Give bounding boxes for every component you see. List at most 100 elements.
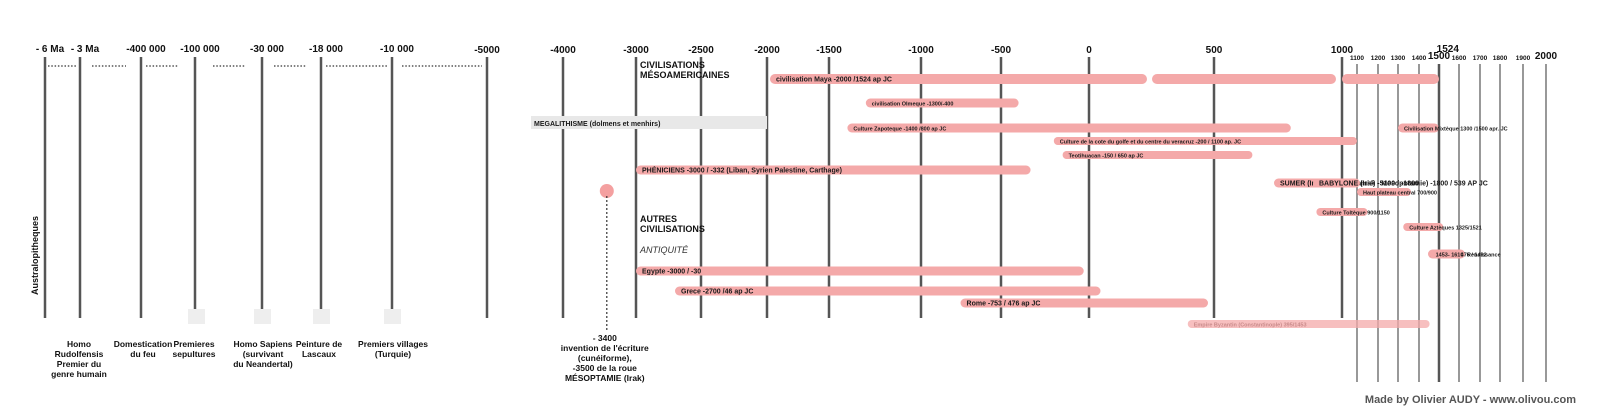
fine-tick-label: 1600 bbox=[1452, 55, 1467, 62]
year-tick-label: -3000 bbox=[623, 45, 649, 56]
prehistory-event-label: Homo bbox=[67, 339, 91, 349]
timeline-bar bbox=[636, 165, 1031, 175]
prehistory-event-label: Lascaux bbox=[302, 349, 336, 359]
timeline-bar bbox=[1053, 137, 1357, 145]
prehistory-event-label: Premier du bbox=[57, 359, 101, 369]
timeline-bar bbox=[770, 74, 1147, 84]
ecriture-label: -3500 de la roue bbox=[573, 363, 638, 373]
year-tick-label: -1500 bbox=[816, 45, 842, 56]
prehistory-tick-label: -400 000 bbox=[126, 44, 166, 55]
timeline-bar bbox=[1313, 178, 1360, 188]
timeline-bar-label: Empire Byzantin (Constantinople) 395/145… bbox=[1194, 323, 1307, 329]
timeline-bar-label: Rome -753 / 476 ap JC bbox=[967, 301, 1041, 308]
timeline-bar bbox=[1187, 320, 1430, 328]
fine-tick-label: 1400 bbox=[1412, 55, 1427, 62]
timeline-bar bbox=[1152, 74, 1336, 84]
event-marker-box bbox=[254, 309, 271, 324]
timeline-bar-label: Renaissance bbox=[1467, 253, 1501, 259]
prehistory-event-label: Rudolfensis bbox=[55, 349, 104, 359]
prehistory-event-label: Premiers villages bbox=[358, 339, 428, 349]
timeline-bar-label: Culture Toltèque 900/1150 bbox=[1322, 211, 1389, 217]
timeline-bar-label: Culture de la cote du golfe et du centre… bbox=[1060, 140, 1241, 146]
timeline-bar bbox=[675, 286, 1101, 296]
section-antiquite-label: ANTIQUITÉ bbox=[639, 245, 689, 255]
timeline-bar bbox=[1398, 123, 1439, 133]
prehistory-tick-label: - 6 Ma bbox=[36, 44, 65, 55]
timeline-bar bbox=[636, 266, 1084, 276]
year-tick-label: 500 bbox=[1206, 45, 1223, 56]
section-meso-label: CIVILISATIONS bbox=[640, 60, 705, 70]
timeline-bar-label: Culture Aztèques 1325/1521 bbox=[1409, 226, 1482, 232]
timeline-bar-label: PHÉNICIENS -3000 / -332 (Liban, Syrien P… bbox=[642, 166, 842, 175]
timeline-bar bbox=[847, 123, 1291, 133]
author-credit: Made by Olivier AUDY - www.olivou.com bbox=[1364, 394, 1576, 406]
prehistory-event-label: du Neandertal) bbox=[233, 359, 293, 369]
year-tick-label: -4000 bbox=[550, 45, 576, 56]
timeline-bar bbox=[865, 98, 1019, 108]
fine-tick-label: 1800 bbox=[1493, 55, 1508, 62]
ecriture-label: MÉSOPTAMIE (Irak) bbox=[565, 373, 645, 383]
prehistory-event-label: Premieres bbox=[173, 339, 214, 349]
fine-tick-label: 1100 bbox=[1350, 55, 1364, 62]
prehistory-event-label: (survivant bbox=[243, 349, 284, 359]
year-tick-label: 0 bbox=[1086, 45, 1092, 56]
megalithisme-band bbox=[531, 116, 767, 129]
prehistory-event-label: Domestication bbox=[114, 339, 173, 349]
tick-label-1524: 1524 bbox=[1437, 44, 1460, 55]
timeline-bar-label: Haut plateau central 700/900 bbox=[1363, 191, 1437, 197]
prehistory-event-label: Homo Sapiens bbox=[233, 339, 292, 349]
timeline-bar-label: Egypte -3000 / -30 bbox=[642, 269, 701, 276]
section-autres-label: CIVILISATIONS bbox=[640, 224, 705, 234]
ecriture-marker bbox=[599, 184, 614, 198]
event-marker-box bbox=[384, 309, 401, 324]
prehistory-tick-label: -18 000 bbox=[309, 44, 343, 55]
year-tick-label: -2000 bbox=[754, 45, 780, 56]
fine-tick-label: 1300 bbox=[1391, 55, 1406, 62]
year-tick-label: 1000 bbox=[1331, 45, 1354, 56]
australopitheques-label: Australopitheques bbox=[30, 216, 40, 295]
fine-tick-label: 1700 bbox=[1473, 55, 1488, 62]
timeline-bar bbox=[1357, 188, 1411, 196]
fine-tick-label: 1500 bbox=[1428, 51, 1451, 62]
ecriture-label: - 3400 bbox=[593, 333, 617, 343]
timeline-bar-label: Culture Zapoteque -1400 /800 ap JC bbox=[853, 127, 946, 133]
timeline-bar-label: Grece -2700 /46 ap JC bbox=[681, 289, 753, 296]
fine-tick-label: 1200 bbox=[1371, 55, 1386, 62]
section-meso-label: MÉSOAMERICAINES bbox=[640, 70, 730, 80]
timeline-bar bbox=[1062, 151, 1253, 159]
prehistory-event-label: du feu bbox=[130, 349, 156, 359]
year-tick-label: -1000 bbox=[908, 45, 934, 56]
fine-tick-label: 2000 bbox=[1535, 51, 1558, 62]
timeline-bar bbox=[1342, 74, 1439, 84]
event-marker-box bbox=[188, 309, 205, 324]
event-marker-box bbox=[313, 309, 330, 324]
timeline-bar-label: civilisation Olmeque -1300/-400 bbox=[872, 102, 954, 108]
timeline-bar-label: 1453- 1610 bbox=[1436, 253, 1464, 259]
prehistory-event-label: Peinture de bbox=[296, 339, 343, 349]
prehistory-event-label: genre humain bbox=[51, 369, 107, 379]
prehistory-tick-label: -10 000 bbox=[380, 44, 414, 55]
timeline-bar-label: Civilisation Mixtèque 1300 /1500 apr. JC bbox=[1404, 127, 1508, 133]
timeline-bar-label: BABYLONE (Irak - Mesopotamie) -1800 / 53… bbox=[1319, 181, 1488, 188]
ecriture-label: (cunéiforme), bbox=[578, 353, 632, 363]
fine-tick-label: 1900 bbox=[1516, 55, 1531, 62]
prehistory-tick-label: - 3 Ma bbox=[71, 44, 100, 55]
prehistory-event-label: sepultures bbox=[173, 349, 216, 359]
year-tick-label: -500 bbox=[991, 45, 1011, 56]
timeline-bar-label: civilisation Maya -2000 /1524 ap JC bbox=[776, 77, 892, 84]
megalithisme-label: MEGALITHISME (dolmens et menhirs) bbox=[534, 121, 660, 128]
prehistory-tick-label: -30 000 bbox=[250, 44, 284, 55]
year-tick-label: -2500 bbox=[688, 45, 714, 56]
section-autres-label: AUTRES bbox=[640, 214, 677, 224]
timeline-bar-label: Teotihuacan -150 / 650 ap JC bbox=[1069, 154, 1144, 160]
year-tick-label: -5000 bbox=[474, 45, 500, 56]
timeline-bar bbox=[1429, 249, 1462, 259]
timeline-bar bbox=[1316, 208, 1368, 216]
timeline-bar bbox=[960, 298, 1208, 308]
timeline-bar bbox=[1403, 223, 1444, 231]
prehistory-tick-label: -100 000 bbox=[180, 44, 220, 55]
ecriture-label: invention de l'écriture bbox=[561, 343, 649, 353]
prehistory-event-label: (Turquie) bbox=[375, 349, 411, 359]
